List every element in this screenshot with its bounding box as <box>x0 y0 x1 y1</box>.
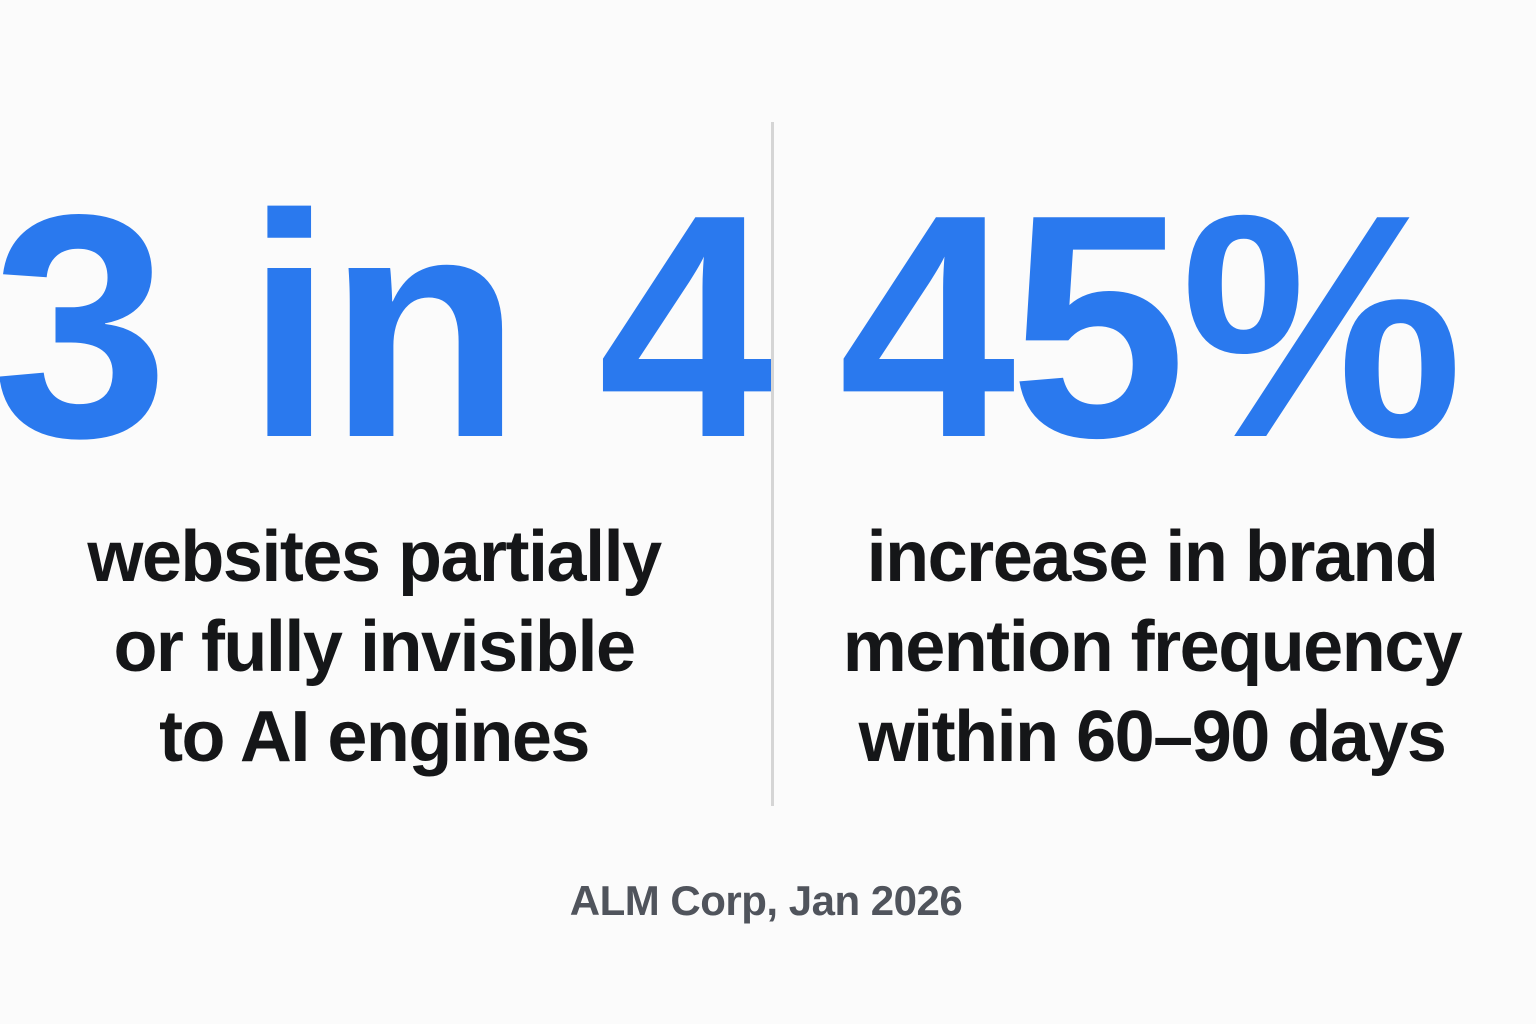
vertical-divider <box>771 122 774 806</box>
stat-description-line: or fully invisible <box>113 607 636 687</box>
stat-description-line: websites partially <box>87 517 662 597</box>
stat-value: 45% <box>838 149 1463 504</box>
stat-description-line: mention frequency <box>842 607 1463 687</box>
stat-description-line: to AI engines <box>159 697 590 777</box>
source-citation: ALM Corp, Jan 2026 <box>569 877 963 924</box>
stat-description: websites partially or fully invisible to… <box>0 512 758 782</box>
stat-value: 3 in 4 <box>0 149 775 504</box>
stat-description-line: within 60–90 days <box>858 697 1447 777</box>
stat-description-line: increase in brand <box>866 517 1439 597</box>
stat-description: increase in brand mention frequency with… <box>772 512 1532 782</box>
